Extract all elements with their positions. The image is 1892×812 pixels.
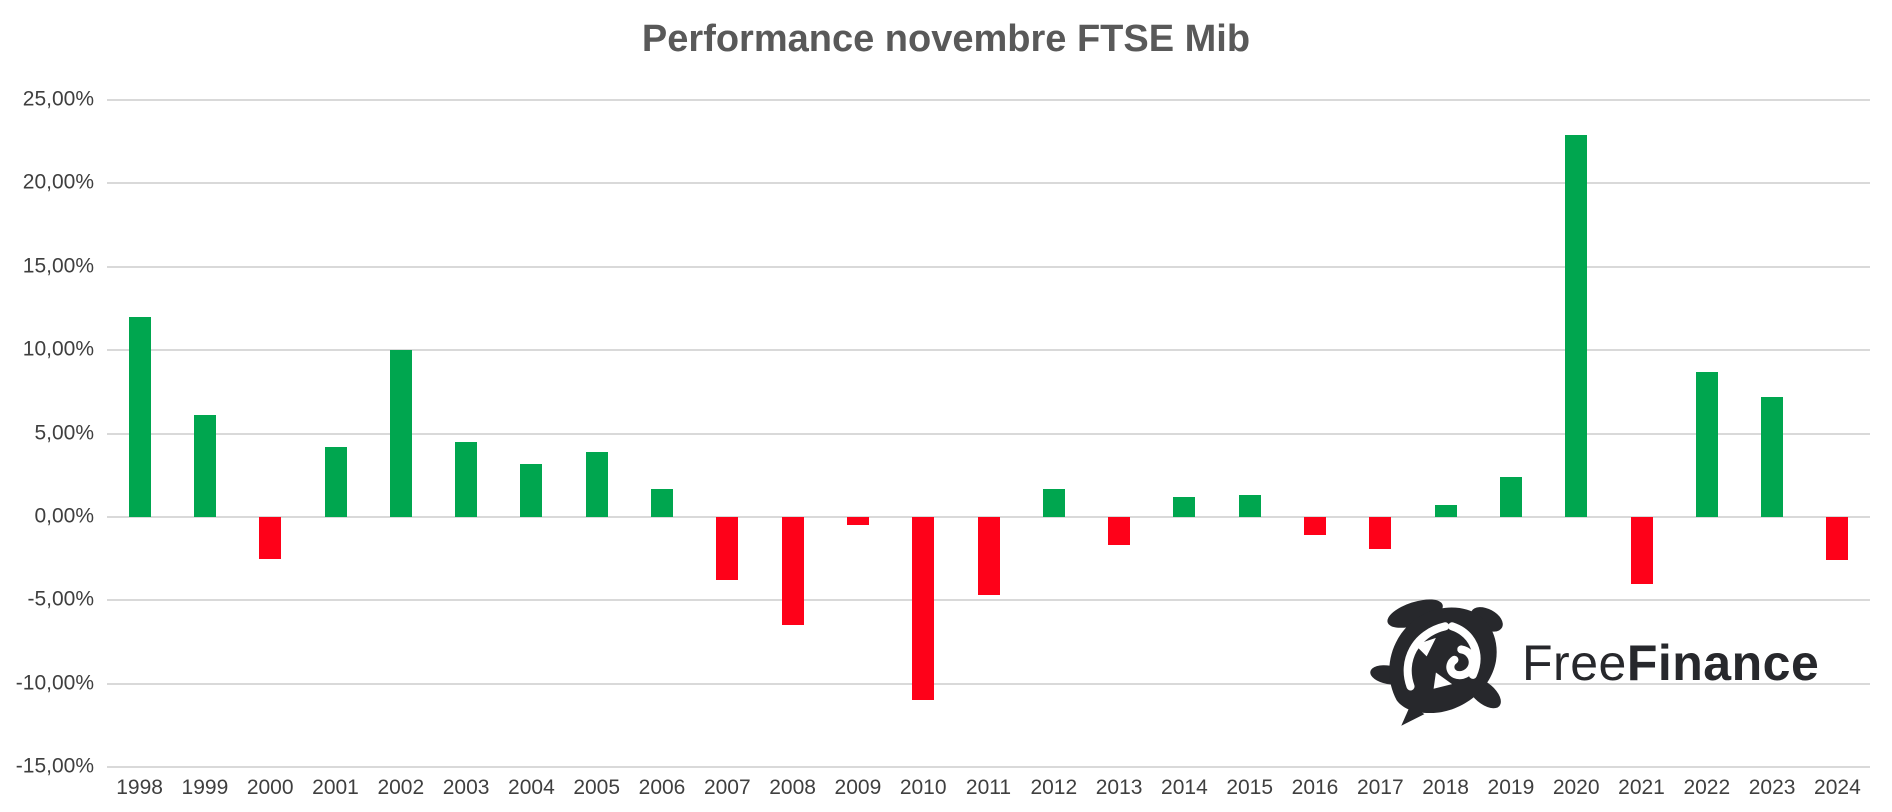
gridline-25,00% — [107, 99, 1870, 101]
x-axis-tick-label: 2015 — [1226, 776, 1274, 799]
x-axis-tick-label: 2017 — [1356, 776, 1404, 799]
y-axis-tick-label: 10,00% — [22, 337, 94, 361]
y-axis-tick-label: -10,00% — [15, 671, 94, 695]
x-axis-tick-label: 2002 — [377, 776, 425, 799]
x-axis-tick-label: 2001 — [312, 776, 359, 799]
y-axis-tick-label: 25,00% — [22, 87, 94, 111]
y-axis-tick-label: 0,00% — [34, 504, 94, 528]
bar-2002 — [389, 350, 412, 517]
x-axis-tick-label: 2006 — [638, 776, 686, 799]
bar-2023 — [1761, 396, 1784, 517]
gridline-10,00% — [107, 349, 1870, 352]
x-axis-tick-label: 2003 — [442, 776, 490, 799]
x-axis-tick-label: 2010 — [899, 776, 947, 799]
bar-2008 — [781, 516, 804, 626]
x-axis-tick-label: 2009 — [834, 776, 882, 799]
bar-2013 — [1108, 516, 1131, 546]
y-axis-tick-label: -15,00% — [15, 754, 94, 778]
x-axis-tick-label: 2013 — [1095, 776, 1143, 799]
y-axis-tick-label: 15,00% — [22, 254, 94, 278]
turtle-icon — [1368, 594, 1520, 733]
x-axis-tick-label: 2012 — [1030, 776, 1078, 799]
x-axis-tick-label: 2018 — [1422, 776, 1469, 799]
bar-2000 — [259, 516, 282, 559]
bar-2003 — [455, 441, 478, 517]
bar-2021 — [1630, 516, 1653, 584]
x-axis-tick-label: 2016 — [1291, 776, 1339, 799]
bar-2014 — [1173, 496, 1196, 517]
bar-2004 — [520, 463, 543, 517]
bar-2007 — [716, 516, 739, 581]
brand-wordmark: FreeFinance — [1522, 638, 1819, 688]
x-axis-tick-label: 2022 — [1683, 776, 1731, 799]
bar-2018 — [1434, 505, 1457, 517]
y-axis-tick-label: 20,00% — [22, 170, 94, 194]
brand-word-finance: Finance — [1626, 635, 1820, 691]
bar-2012 — [1042, 488, 1065, 517]
bar-2017 — [1369, 516, 1392, 549]
y-axis-tick-label: -5,00% — [27, 587, 94, 611]
bar-1999 — [193, 415, 216, 517]
x-axis-tick-label: 2024 — [1814, 776, 1861, 799]
bar-1998 — [128, 316, 151, 517]
x-axis-tick-label: 2011 — [965, 776, 1012, 799]
bar-2001 — [324, 446, 347, 517]
bar-2019 — [1499, 476, 1522, 517]
x-axis-tick-label: 2007 — [703, 776, 751, 799]
x-axis-tick-label: 2019 — [1487, 776, 1535, 799]
bar-2009 — [846, 516, 869, 526]
bar-2011 — [977, 516, 1000, 596]
chart-title: Performance novembre FTSE Mib — [641, 18, 1251, 60]
gridline--5,00% — [107, 599, 1870, 602]
gridline--10,00% — [107, 682, 1870, 685]
x-axis-tick-label: 2000 — [246, 776, 294, 799]
bar-2016 — [1304, 516, 1326, 536]
x-axis-tick-label: 1998 — [116, 776, 163, 799]
freefinance-logo: FreeFinance — [1368, 596, 1819, 730]
x-axis-tick-label: 2004 — [508, 776, 555, 799]
bar-2010 — [912, 516, 935, 701]
bar-2024 — [1826, 516, 1849, 561]
y-axis-tick-label: 5,00% — [34, 421, 94, 445]
brand-word-free: Free — [1522, 635, 1627, 691]
x-axis-tick-label: 1999 — [181, 776, 229, 799]
x-axis-tick-label: 2014 — [1161, 776, 1208, 799]
bar-2005 — [585, 451, 608, 517]
bar-2006 — [651, 488, 673, 517]
bar-2020 — [1565, 135, 1588, 517]
x-axis-tick-label: 2021 — [1618, 776, 1665, 799]
gridline-5,00% — [107, 432, 1870, 435]
gridline--15,00% — [107, 766, 1870, 768]
bar-2015 — [1238, 495, 1261, 517]
x-axis-tick-label: 2023 — [1748, 776, 1796, 799]
x-axis-tick-label: 2008 — [769, 776, 816, 799]
x-axis-tick-label: 2005 — [573, 776, 621, 799]
gridline-20,00% — [107, 182, 1870, 185]
bar-2022 — [1695, 371, 1718, 517]
x-axis-tick-label: 2020 — [1552, 776, 1600, 799]
gridline-15,00% — [107, 265, 1870, 268]
